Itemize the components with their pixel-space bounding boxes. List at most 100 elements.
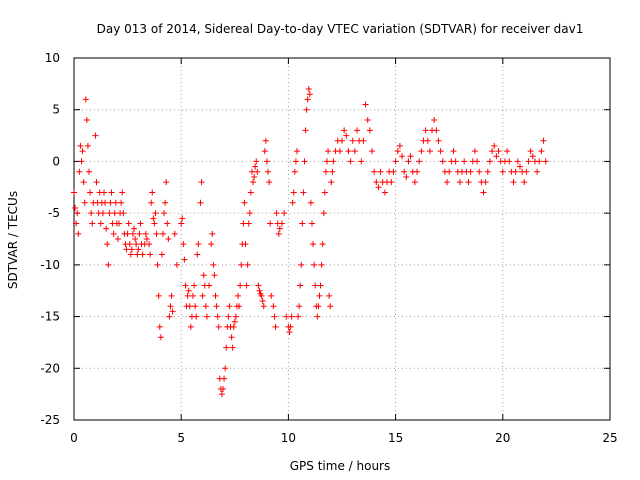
data-point (155, 292, 162, 299)
data-point (542, 158, 549, 165)
data-point (336, 148, 343, 155)
data-point (446, 168, 453, 175)
data-point (202, 303, 209, 310)
data-point (308, 220, 315, 227)
data-point (195, 241, 202, 248)
data-point (241, 199, 248, 206)
data-point (392, 158, 399, 165)
data-point (272, 323, 279, 330)
data-point (228, 334, 235, 341)
data-point (226, 303, 233, 310)
data-point (401, 168, 408, 175)
data-point (247, 189, 254, 196)
data-point (424, 137, 431, 144)
data-point (491, 142, 498, 149)
data-point (265, 168, 272, 175)
data-point (231, 318, 238, 325)
data-point (388, 179, 395, 186)
data-point (187, 323, 194, 330)
data-point (254, 168, 261, 175)
data-point (179, 215, 186, 222)
data-point (329, 168, 336, 175)
data-point (108, 189, 115, 196)
data-point (362, 101, 369, 108)
data-point (110, 230, 117, 237)
data-point (527, 148, 534, 155)
data-point (304, 96, 311, 103)
data-point (106, 210, 113, 217)
data-point (156, 323, 163, 330)
data-point (84, 142, 91, 149)
data-point (444, 179, 451, 186)
data-point (75, 230, 82, 237)
data-point (194, 251, 201, 258)
data-point (74, 210, 81, 217)
grid-lines (74, 58, 610, 420)
data-point (330, 158, 337, 165)
data-point (516, 163, 523, 170)
data-point (129, 230, 136, 237)
x-tick-label: 25 (602, 431, 617, 445)
data-point (132, 236, 139, 242)
data-point (111, 210, 118, 217)
data-point (534, 168, 541, 175)
data-point (99, 210, 106, 217)
data-point (286, 329, 293, 336)
data-point (262, 137, 269, 144)
data-point (223, 344, 230, 351)
data-point (237, 282, 244, 289)
data-point (101, 189, 108, 196)
data-point (197, 199, 204, 206)
data-point (278, 220, 285, 227)
data-point (158, 251, 165, 258)
data-point (151, 220, 158, 227)
data-point (210, 261, 217, 268)
data-point (260, 303, 267, 310)
data-point (162, 199, 169, 206)
data-point (315, 303, 322, 310)
data-point (163, 179, 170, 186)
data-point (270, 303, 277, 310)
data-point (322, 168, 329, 175)
data-point (143, 236, 150, 242)
data-point (525, 158, 532, 165)
data-point (206, 282, 213, 289)
data-point (181, 256, 188, 263)
data-point (312, 282, 319, 289)
data-point (83, 117, 90, 124)
data-point (303, 106, 310, 113)
data-point (168, 292, 175, 299)
data-point (287, 323, 294, 330)
x-tick-labels: 0 5 10 15 20 25 (70, 431, 617, 445)
data-point (213, 303, 220, 310)
data-point (198, 179, 205, 186)
data-point (182, 282, 189, 289)
data-point (245, 220, 252, 227)
data-point (147, 251, 154, 258)
data-point (290, 189, 297, 196)
y-tick-label: 0 (52, 154, 60, 168)
data-point (375, 184, 382, 191)
data-point (339, 137, 345, 144)
x-tick-label: 10 (281, 431, 296, 445)
data-point (263, 158, 270, 165)
data-point (152, 210, 159, 217)
data-point (266, 179, 273, 186)
data-point (79, 148, 86, 155)
data-point (450, 148, 457, 155)
data-point (486, 158, 493, 165)
data-point (302, 127, 309, 134)
data-point (345, 148, 352, 155)
data-point (493, 153, 500, 160)
data-point (300, 189, 307, 196)
data-point (200, 272, 207, 279)
data-point (212, 292, 219, 299)
data-point (267, 220, 274, 227)
data-points (71, 86, 549, 398)
data-point (92, 132, 99, 139)
data-point (139, 251, 146, 258)
data-point (307, 199, 314, 206)
data-point (88, 210, 95, 217)
data-point (281, 210, 288, 217)
data-point (148, 199, 155, 206)
